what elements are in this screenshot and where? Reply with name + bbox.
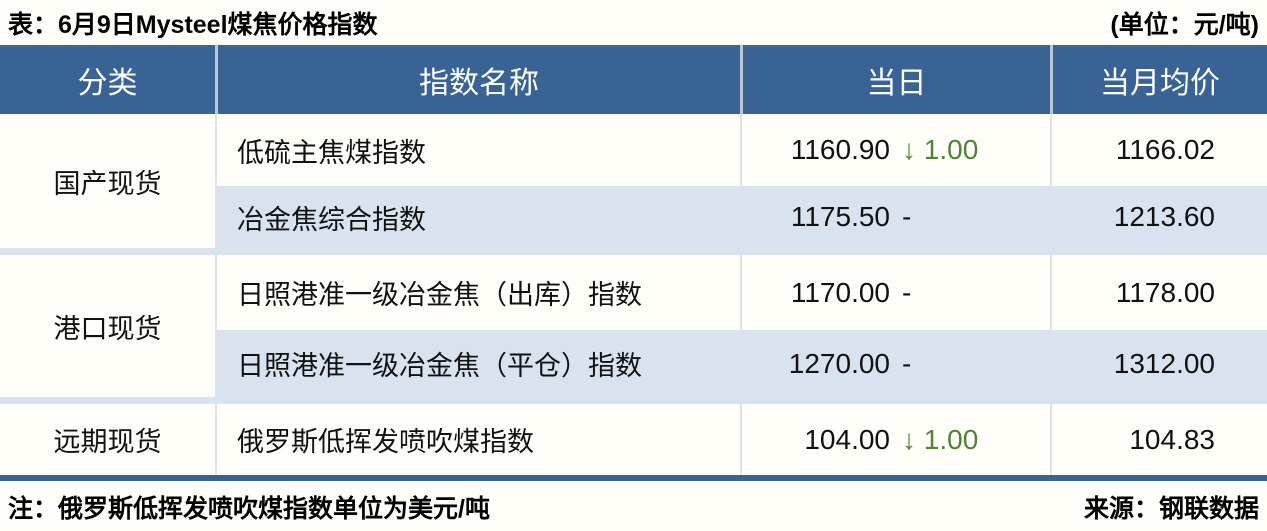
day-change: ↓ 1.00 — [902, 423, 979, 455]
day-value: 1160.90 — [790, 134, 890, 165]
day-value-cell: 1160.90 ↓ 1.00 — [740, 114, 1050, 186]
day-change: - — [902, 201, 912, 232]
column-header-day: 当日 — [740, 45, 1050, 114]
category-cell: 远期现货 — [0, 404, 215, 475]
day-value-cell: 1170.00 - — [740, 255, 1050, 330]
table-header-row: 分类 指数名称 当日 当月均价 — [0, 45, 1267, 114]
day-value: 104.00 — [804, 423, 890, 455]
day-change: ↓ 1.00 — [902, 134, 979, 165]
month-avg-cell: 1178.00 — [1050, 255, 1267, 330]
footer: 注：俄罗斯低挥发喷吹煤指数单位为美元/吨 来源：钢联数据 — [0, 481, 1267, 531]
index-name-cell: 冶金焦综合指数 — [215, 186, 740, 248]
day-change: - — [902, 276, 912, 308]
month-avg-cell: 1213.60 — [1050, 186, 1267, 248]
source-label: 来源：钢联数据 — [1083, 495, 1259, 523]
day-value-cell: 104.00 ↓ 1.00 — [740, 404, 1050, 475]
price-index-table: 分类 指数名称 当日 当月均价 国产现货 低硫主焦煤指数 1160.90 ↓ 1… — [0, 45, 1267, 481]
group-domestic-spot: 国产现货 低硫主焦煤指数 1160.90 ↓ 1.00 1166.02 冶金焦综… — [0, 114, 1267, 255]
month-avg-cell: 104.83 — [1050, 404, 1267, 475]
index-name-cell: 日照港准一级冶金焦（平仓）指数 — [215, 330, 740, 397]
month-avg-cell: 1312.00 — [1050, 330, 1267, 397]
title-bar: 表：6月9日Mysteel煤焦价格指数 (单位：元/吨) — [0, 0, 1267, 45]
index-name-cell: 俄罗斯低挥发喷吹煤指数 — [215, 404, 740, 475]
column-header-month-avg: 当月均价 — [1050, 45, 1267, 114]
day-value-cell: 1175.50 - — [740, 186, 1050, 248]
category-cell: 港口现货 — [0, 255, 215, 397]
unit-label: (单位：元/吨) — [1110, 10, 1259, 39]
month-avg-cell: 1166.02 — [1050, 114, 1267, 186]
table-title: 表：6月9日Mysteel煤焦价格指数 — [8, 10, 378, 39]
day-value-cell: 1270.00 - — [740, 330, 1050, 397]
group-forward-spot: 远期现货 俄罗斯低挥发喷吹煤指数 104.00 ↓ 1.00 104.83 — [0, 404, 1267, 475]
column-header-index-name: 指数名称 — [215, 45, 740, 114]
group-port-spot: 港口现货 日照港准一级冶金焦（出库）指数 1170.00 - 1178.00 日… — [0, 255, 1267, 404]
index-name-cell: 低硫主焦煤指数 — [215, 114, 740, 186]
footnote: 注：俄罗斯低挥发喷吹煤指数单位为美元/吨 — [8, 495, 490, 523]
day-change: - — [902, 347, 912, 379]
day-value: 1170.00 — [790, 276, 890, 308]
index-name-cell: 日照港准一级冶金焦（出库）指数 — [215, 255, 740, 330]
column-header-category: 分类 — [77, 66, 138, 100]
day-value: 1270.00 — [788, 347, 890, 379]
category-cell: 国产现货 — [0, 114, 215, 248]
day-value: 1175.50 — [790, 201, 890, 232]
